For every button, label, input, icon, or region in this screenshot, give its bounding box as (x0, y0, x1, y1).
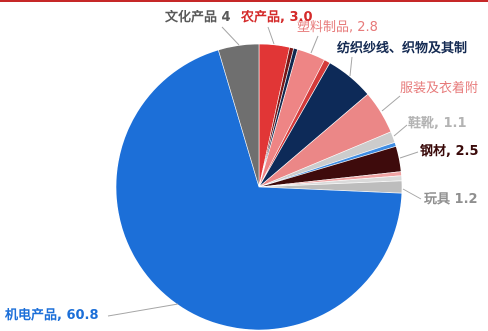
slice-cultural-products (217, 43, 260, 188)
data-label-textile-yarn-fabrics: 纺织纱线、织物及其制 (337, 41, 468, 56)
data-label-footwear: 鞋靴, 1.1 (408, 116, 467, 131)
leader-line-agricultural-products (267, 26, 275, 45)
data-label-plastic-products: 塑料制品, 2.8 (297, 20, 378, 35)
data-label-cultural-products: 文化产品 4 (165, 10, 231, 25)
leader-line-steel (399, 151, 419, 159)
leader-line-apparel (381, 95, 401, 112)
leader-line-plastic-products (310, 35, 319, 54)
data-label-toys: 玩具 1.2 (424, 192, 478, 207)
data-label-agricultural-products: 农产品, 3.0 (241, 10, 313, 25)
data-label-steel: 钢材, 2.5 (420, 144, 479, 159)
leader-line-toys (402, 188, 422, 200)
data-label-apparel: 服装及衣着附 (400, 81, 479, 96)
leader-line-electromechanical-products (107, 303, 179, 317)
leader-lines (107, 26, 422, 317)
leader-line-footwear (393, 124, 408, 137)
top-rule (0, 0, 488, 2)
data-label-electromechanical-products: 机电产品, 60.8 (5, 308, 99, 323)
leader-line-cultural-products (221, 26, 240, 46)
leader-line-textile-yarn-fabrics (349, 56, 353, 77)
slice-electromechanical-products (115, 49, 403, 331)
pie-slices (115, 43, 403, 331)
